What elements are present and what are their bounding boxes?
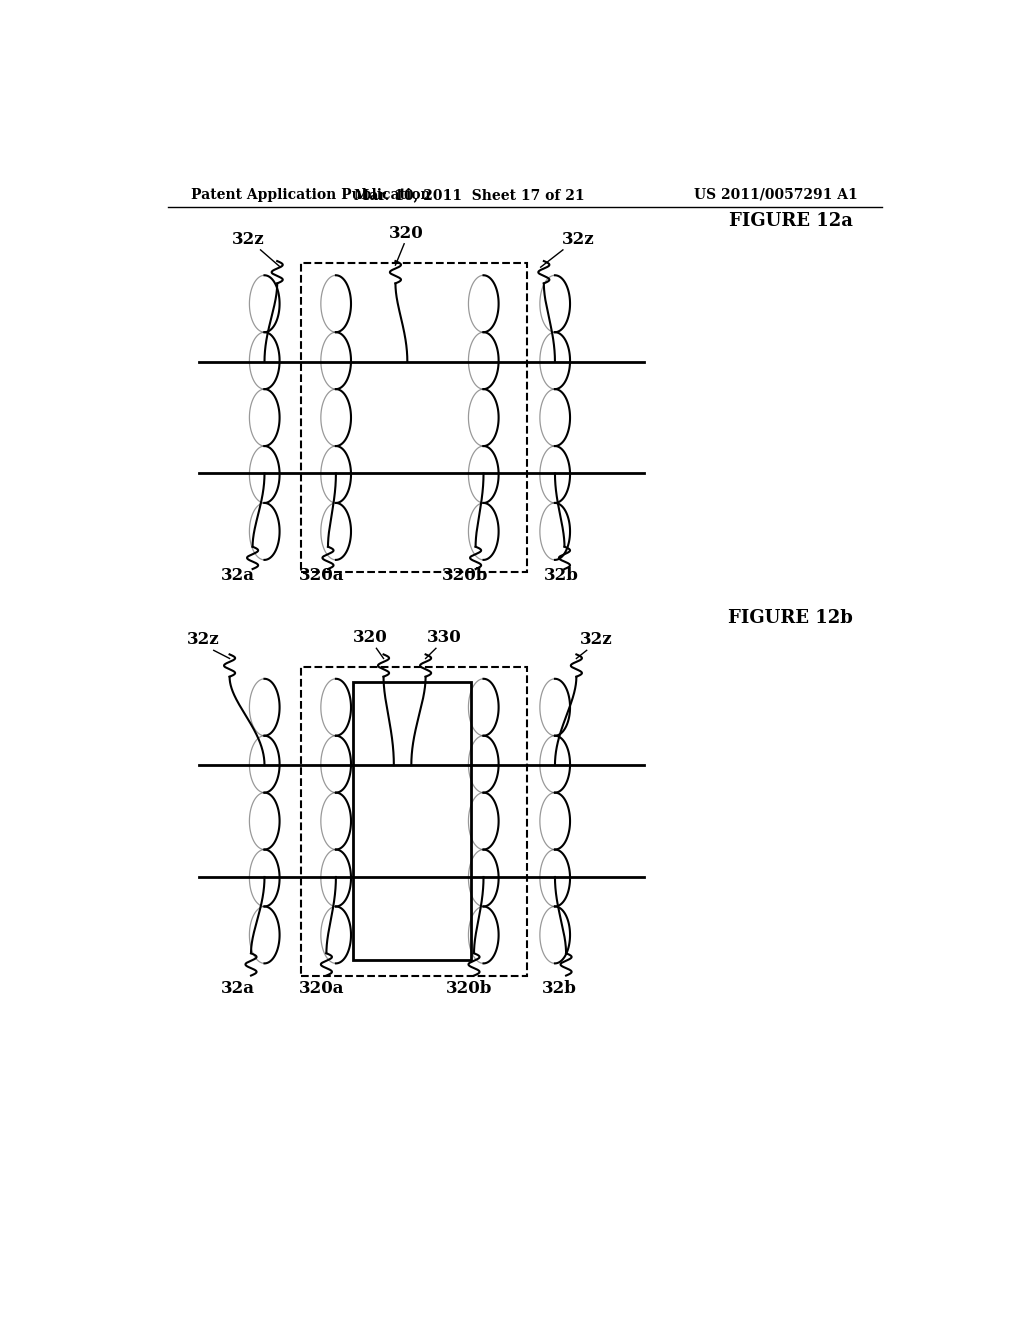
Text: 32z: 32z bbox=[580, 631, 612, 648]
Bar bbox=[301, 667, 527, 975]
Text: 32z: 32z bbox=[187, 631, 220, 648]
Text: Patent Application Publication: Patent Application Publication bbox=[191, 187, 431, 202]
Text: 320b: 320b bbox=[442, 568, 488, 583]
Text: 32b: 32b bbox=[543, 979, 578, 997]
Text: FIGURE 12b: FIGURE 12b bbox=[728, 609, 853, 627]
Text: 32a: 32a bbox=[220, 568, 255, 583]
Text: 320: 320 bbox=[352, 630, 387, 647]
Text: 32z: 32z bbox=[561, 231, 594, 248]
Bar bbox=[352, 682, 471, 961]
Text: US 2011/0057291 A1: US 2011/0057291 A1 bbox=[694, 187, 858, 202]
Text: 320b: 320b bbox=[446, 979, 493, 997]
Text: 32z: 32z bbox=[232, 231, 265, 248]
Text: 32b: 32b bbox=[544, 568, 579, 583]
Text: 320a: 320a bbox=[299, 568, 344, 583]
Text: Mar. 10, 2011  Sheet 17 of 21: Mar. 10, 2011 Sheet 17 of 21 bbox=[354, 187, 585, 202]
Text: 320: 320 bbox=[388, 224, 423, 242]
Text: FIGURE 12a: FIGURE 12a bbox=[729, 213, 853, 231]
Text: 330: 330 bbox=[426, 630, 461, 647]
Bar bbox=[301, 263, 527, 572]
Text: 320a: 320a bbox=[299, 979, 344, 997]
Text: 32a: 32a bbox=[220, 979, 255, 997]
